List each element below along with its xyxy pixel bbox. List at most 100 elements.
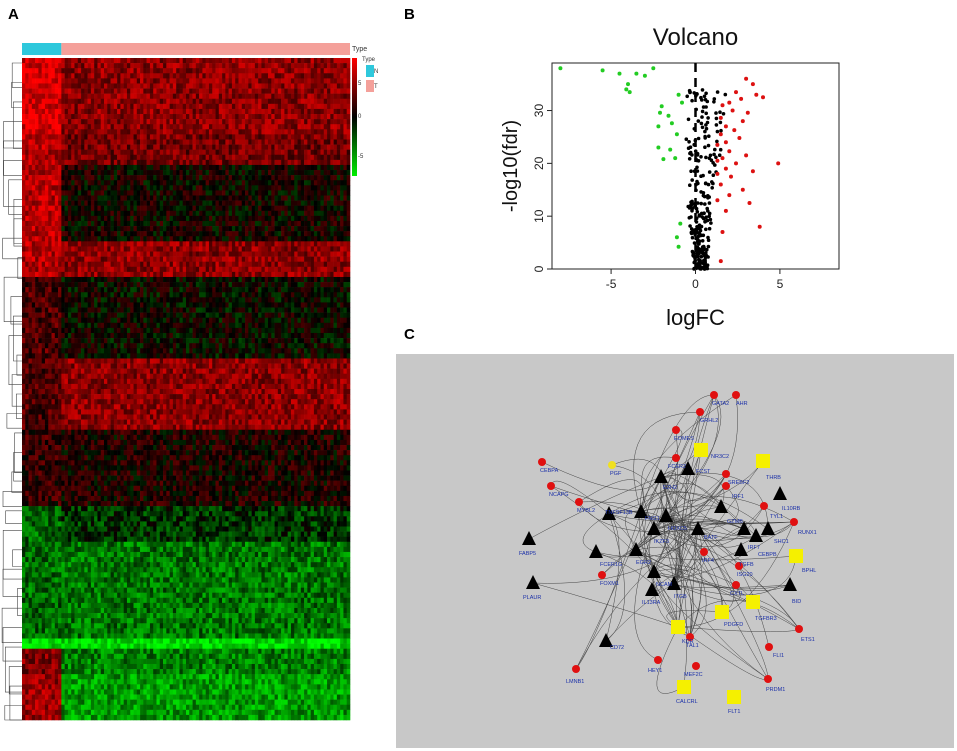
heatmap-cell [156, 220, 161, 227]
heatmap-cell [268, 271, 272, 278]
heatmap-cell [297, 175, 302, 181]
heatmap-cell [346, 119, 351, 125]
heatmap-cell [169, 292, 174, 298]
heatmap-cell [238, 175, 243, 181]
heatmap-cell [205, 129, 210, 135]
heatmap-cell [323, 226, 328, 232]
heatmap-cell [277, 164, 282, 171]
heatmap-cell [271, 68, 275, 74]
heatmap-cell [126, 276, 131, 283]
heatmap-cell [163, 149, 167, 156]
heatmap-cell [90, 200, 95, 206]
heatmap-cell [38, 154, 42, 161]
heatmap-cell [169, 139, 174, 145]
heatmap-cell [264, 241, 269, 247]
heatmap-cell [169, 129, 174, 135]
heatmap-cell [323, 114, 328, 120]
heatmap-cell [238, 159, 243, 166]
heatmap-cell [205, 276, 210, 283]
heatmap-cell [64, 134, 69, 140]
heatmap-cell [130, 129, 134, 135]
heatmap-cell [81, 175, 85, 181]
heatmap-cell [241, 83, 246, 89]
heatmap-cell [136, 236, 141, 242]
heatmap-cell [228, 251, 233, 257]
heatmap-cell [110, 215, 115, 222]
heatmap-cell [58, 200, 62, 206]
heatmap-cell [67, 287, 72, 293]
heatmap-cell [212, 170, 216, 176]
heatmap-cell [77, 164, 82, 171]
heatmap-cell [264, 195, 269, 201]
dendrogram-branch [13, 218, 22, 244]
heatmap-cell [146, 88, 151, 94]
heatmap-cell [67, 200, 72, 206]
heatmap-cell [274, 175, 279, 181]
heatmap-cell [208, 124, 213, 130]
heatmap-cell [153, 63, 157, 69]
heatmap-cell [123, 297, 128, 303]
heatmap-cell [245, 220, 249, 227]
heatmap-cell [231, 251, 236, 257]
heatmap-cell [186, 124, 190, 130]
heatmap-cell [104, 297, 108, 303]
heatmap-cell [140, 134, 144, 140]
heatmap-cell [44, 220, 49, 227]
heatmap-cell [28, 210, 33, 217]
heatmap-cell [287, 124, 292, 130]
heatmap-cell [268, 266, 272, 273]
heatmap-cell [277, 83, 282, 89]
heatmap-cell [67, 190, 72, 196]
heatmap-cell [254, 78, 259, 84]
heatmap-cell [100, 108, 105, 115]
heatmap-cell [225, 220, 229, 227]
heatmap-cell [330, 195, 334, 201]
heatmap-cell [146, 236, 151, 242]
heatmap-cell [94, 108, 98, 115]
heatmap-cell [44, 271, 49, 278]
heatmap-cell [251, 129, 256, 135]
heatmap-cell [84, 139, 88, 145]
heatmap-cell [74, 68, 79, 74]
heatmap-cell [323, 185, 328, 191]
heatmap-cell [231, 175, 236, 181]
heatmap-cell [323, 119, 328, 125]
heatmap-cell [199, 154, 203, 161]
heatmap-cell [87, 144, 92, 150]
heatmap-cell [189, 88, 193, 94]
heatmap-cell [90, 256, 95, 262]
heatmap-cell [327, 159, 331, 166]
heatmap-cell [28, 93, 33, 100]
heatmap-cell [179, 256, 184, 262]
heatmap-cell [179, 287, 184, 293]
heatmap-cell [48, 154, 52, 161]
heatmap-cell [107, 170, 111, 176]
heatmap-cell [307, 175, 311, 181]
heatmap-cell [202, 119, 206, 125]
heatmap-cell [140, 210, 144, 217]
heatmap-cell [58, 307, 62, 313]
heatmap-cell [143, 220, 147, 227]
heatmap-cell [235, 63, 239, 69]
heatmap-cell [235, 266, 239, 273]
heatmap-cell [336, 93, 341, 100]
heatmap-cell [44, 114, 49, 120]
heatmap-cell [271, 139, 275, 145]
heatmap-cell [179, 302, 184, 308]
heatmap-cell [304, 302, 308, 308]
heatmap-cell [336, 164, 341, 171]
heatmap-cell [169, 108, 174, 115]
heatmap-cell [290, 276, 295, 283]
heatmap-cell [153, 159, 157, 166]
heatmap-cell [113, 256, 118, 262]
heatmap-cell [169, 180, 174, 186]
heatmap-cell [254, 271, 259, 278]
heatmap-cell [343, 266, 348, 273]
heatmap-cell [140, 271, 144, 278]
heatmap-cell [264, 98, 269, 105]
heatmap-cell [313, 292, 318, 298]
heatmap-cell [133, 256, 138, 262]
heatmap-cell [104, 200, 108, 206]
heatmap-cell [51, 241, 56, 247]
heatmap-cell [336, 261, 341, 268]
